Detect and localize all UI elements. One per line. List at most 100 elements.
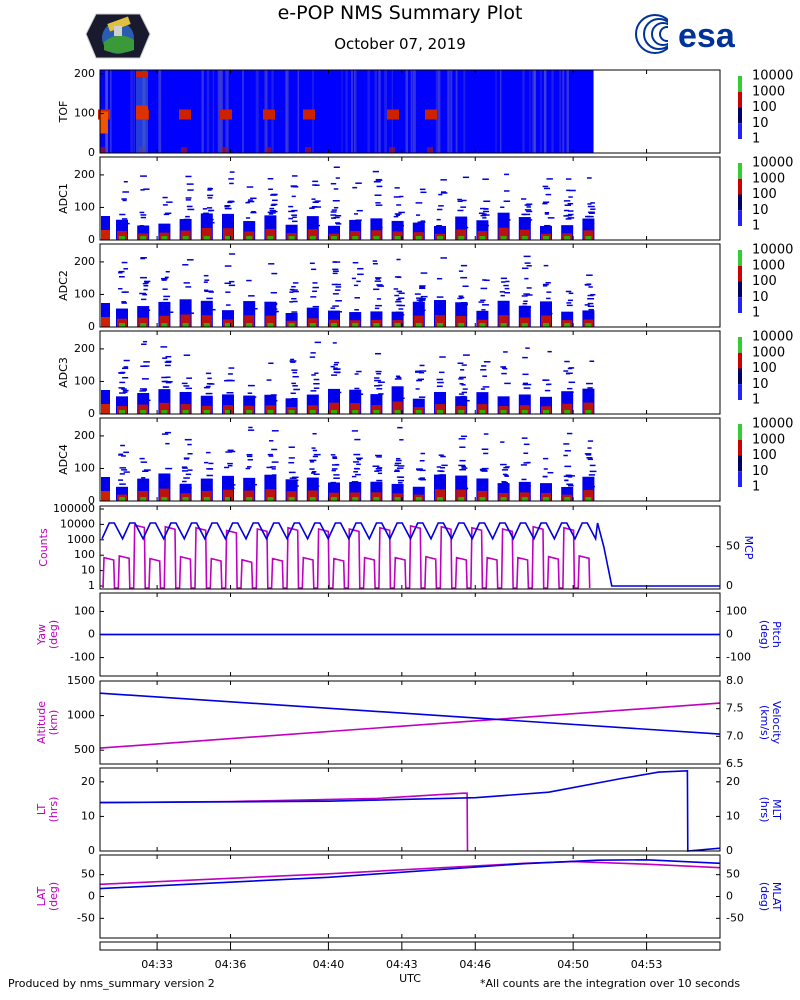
adc4-col-green-0 bbox=[119, 497, 125, 501]
adc4-dash-12-4 bbox=[375, 484, 381, 487]
adc3-dash-15-0 bbox=[438, 371, 445, 374]
adc4-col-green-3 bbox=[182, 497, 189, 501]
tof-low-5 bbox=[305, 147, 311, 154]
adc4-dash-2-0 bbox=[161, 482, 166, 484]
adc3-dash-4-1 bbox=[205, 400, 210, 403]
adc4-dash-3-9 bbox=[185, 473, 192, 476]
adc2-dash-22-11 bbox=[588, 286, 593, 288]
adc2-dash-13-7 bbox=[393, 288, 399, 290]
adc1-dash-17-0 bbox=[483, 224, 489, 227]
adc2-dash-3-4 bbox=[186, 259, 194, 261]
adc4-edge-col-red bbox=[101, 491, 110, 501]
adc2-dash-1-4 bbox=[144, 281, 149, 284]
adc1-dash-1-6 bbox=[140, 214, 147, 216]
time-rtick-label-0: 0 bbox=[726, 844, 733, 857]
adc3-dash-16-13 bbox=[461, 391, 467, 394]
adc1-dash-1-5 bbox=[140, 175, 147, 177]
adc2-dash-10-8 bbox=[335, 311, 343, 313]
adc3-dash-13-2 bbox=[398, 396, 403, 398]
adc4-col-red-1 bbox=[138, 490, 149, 501]
adc2-dash-0-7 bbox=[121, 301, 127, 303]
adc4-dash-20-0 bbox=[543, 468, 548, 470]
adc1-dash-7-11 bbox=[267, 211, 273, 214]
adc3-dash-1-3 bbox=[139, 388, 147, 390]
adc3-col-green-11 bbox=[352, 410, 359, 414]
adc2-colorbar-label-1: 1000 bbox=[752, 258, 785, 273]
lat-series-lat bbox=[99, 860, 721, 886]
counts-ylabel-right: MCP bbox=[742, 536, 755, 560]
tof-streak-7 bbox=[495, 70, 497, 153]
tof-low-4 bbox=[265, 147, 271, 154]
adc1-dash-16-5 bbox=[457, 209, 464, 212]
adc3-dash-2-14 bbox=[166, 381, 173, 383]
adc3-dash-13-4 bbox=[394, 378, 402, 380]
adc3-dash-1-8 bbox=[142, 389, 148, 391]
tof-band-a-top bbox=[136, 71, 148, 77]
adc1-dash-9-14 bbox=[312, 201, 319, 203]
adc1-dash-5-0 bbox=[229, 182, 234, 185]
adc1-frame bbox=[99, 156, 721, 241]
adc4-dash-11-0 bbox=[353, 471, 358, 473]
orbit-ylabel-left-line1: (km) bbox=[47, 710, 60, 736]
adc4-dash-18-9 bbox=[501, 481, 507, 483]
adc1-dash-7-8 bbox=[268, 188, 273, 191]
adc1-dash-22-4 bbox=[590, 202, 595, 204]
adc3-col-green-3 bbox=[182, 410, 189, 414]
adc2-ytick-label-2: 200 bbox=[74, 255, 95, 268]
adc3-dash-8-11 bbox=[290, 358, 295, 361]
adc1-dash-22-5 bbox=[588, 211, 595, 214]
adc2-dash-22-0 bbox=[590, 293, 596, 296]
adc1-dash-4-11 bbox=[206, 207, 213, 209]
adc2-dash-19-9 bbox=[526, 287, 532, 289]
adc3-col-green-7 bbox=[267, 410, 274, 414]
adc4-dash-0-0 bbox=[123, 451, 129, 454]
adc3-dash-1-4 bbox=[144, 399, 151, 402]
tof-low-0 bbox=[100, 147, 106, 154]
adc3-dash-10-2 bbox=[334, 397, 340, 399]
adc4-dash-1-8 bbox=[143, 481, 148, 484]
adc2-dash-21-0 bbox=[566, 302, 572, 304]
adc2-dash-7-4 bbox=[270, 291, 278, 294]
adc1-dash-12-6 bbox=[376, 226, 383, 229]
adc1-dash-15-8 bbox=[436, 225, 442, 227]
adc2-dash-2-7 bbox=[163, 295, 171, 298]
tof-streak-49 bbox=[566, 70, 569, 153]
adc1-dash-17-5 bbox=[480, 214, 487, 217]
adc4-dash-15-10 bbox=[438, 474, 444, 476]
adc1-dash-3-6 bbox=[185, 175, 192, 178]
adc1-dash-12-5 bbox=[376, 185, 383, 188]
adc1-col-green-8 bbox=[288, 236, 295, 240]
adc4-dash-15-14 bbox=[438, 454, 444, 456]
adc4-col-red-22 bbox=[583, 490, 594, 501]
adc2-col-red-19 bbox=[519, 317, 530, 327]
adc1-dash-10-1 bbox=[335, 223, 342, 225]
adc3-dash-15-2 bbox=[436, 385, 443, 388]
adc1-dash-14-2 bbox=[415, 202, 423, 204]
adc4-dash-18-6 bbox=[504, 474, 509, 476]
adc2-dash-7-0 bbox=[266, 313, 273, 315]
adc4-col-green-7 bbox=[267, 497, 274, 501]
adc1-dash-6-6 bbox=[247, 199, 253, 201]
time-frame bbox=[99, 767, 721, 852]
adc3-dash-12-10 bbox=[377, 381, 385, 383]
adc2-dash-22-8 bbox=[588, 308, 594, 311]
lat-ylabel-right-line0: MLAT bbox=[770, 882, 783, 912]
adc3-col-green-20 bbox=[543, 410, 549, 414]
adc4-dash-3-5 bbox=[186, 487, 192, 489]
adc2-dash-18-12 bbox=[503, 284, 509, 287]
adc4-dash-1-6 bbox=[140, 480, 145, 483]
adc3-ytick-label-1: 100 bbox=[74, 374, 95, 387]
counts-rtick-label-1: 50 bbox=[726, 540, 740, 553]
adc1-dash-4-13 bbox=[207, 188, 214, 190]
adc1-col-green-5 bbox=[225, 236, 231, 240]
adc1-dash-22-0 bbox=[587, 215, 594, 218]
adc4-col-green-2 bbox=[161, 497, 168, 501]
adc2-dash-14-6 bbox=[420, 295, 428, 298]
adc2-dash-17-2 bbox=[478, 301, 485, 303]
adc2-dash-6-4 bbox=[246, 279, 252, 282]
adc4-dash-14-3 bbox=[419, 469, 426, 472]
adc3-dash-2-12 bbox=[162, 394, 170, 396]
adc1-dash-9-3 bbox=[312, 180, 319, 183]
adc3-col-green-13 bbox=[394, 410, 401, 414]
epop-mission-logo bbox=[85, 13, 151, 59]
